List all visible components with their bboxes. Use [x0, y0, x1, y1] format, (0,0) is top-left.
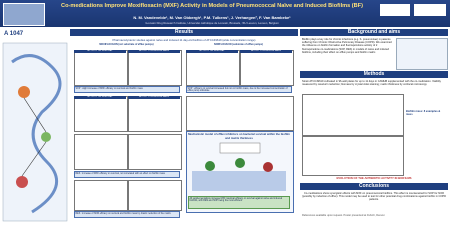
chart [74, 134, 128, 170]
panel-title: ACTIVITY ON SURVIVAL [186, 50, 238, 53]
pathway-diagram [2, 42, 68, 222]
references: References available upon request. Poste… [302, 214, 386, 217]
methods-figure [302, 136, 404, 176]
chart [128, 134, 182, 170]
right-label: NORFLOXACIN (substrate of efflux pumps) [213, 43, 263, 46]
header-logo [3, 3, 45, 26]
chart [74, 50, 128, 86]
model-note: All supplementations increase MXF maxima… [188, 196, 290, 209]
chart [74, 180, 128, 211]
methods-side-note: Biofilm mass: 8 examples & mass [406, 110, 441, 116]
diagram-frame [2, 42, 68, 222]
chart [74, 96, 128, 132]
membrane [11, 54, 62, 214]
note: SOP : efficacy on survival increased but… [186, 86, 292, 93]
background-text: Biofilm plays a key role for chronic inf… [302, 38, 392, 54]
arrow [21, 141, 47, 177]
poster: Co-medications Improve Moxifloxacin (MXF… [0, 0, 450, 222]
legend-box [219, 142, 261, 154]
matrix [192, 171, 286, 191]
title: Co-medications Improve Moxifloxacin (MXF… [61, 3, 363, 9]
methods-subheading: EVOLUTION OF THE ANTIBIOTIC ACTIVITY IN … [336, 176, 412, 180]
background-figure [396, 38, 448, 70]
panel-title: ACTIVITY ON BIOFILM MASS [128, 96, 180, 99]
methods-heading: Methods [300, 71, 448, 78]
note: RES : increase of MXF efficacy on surviv… [74, 171, 180, 178]
conclusions-text: Co-medications show synergistic effects … [302, 192, 446, 202]
header-band [0, 0, 450, 27]
cell [235, 158, 245, 168]
chart [128, 96, 182, 132]
conclusions-heading: Conclusions [300, 183, 448, 190]
methods-text: Strain ATCC49619 cultivated in 96-well p… [302, 80, 441, 87]
model-diagram [192, 142, 286, 191]
university-logo [414, 4, 446, 16]
results-intro: Pharmacodynamic studies against naïve an… [112, 38, 256, 42]
results-heading: Results [70, 29, 298, 36]
chart [186, 50, 240, 86]
pump [18, 86, 30, 98]
note: RES : increase of NOR efficacy on surviv… [74, 211, 180, 218]
chart [186, 96, 294, 131]
authors: N. M. Vandevelde¹, M. Van Obbergh¹, P.M.… [133, 15, 291, 20]
poster-code: A 1047 [4, 31, 24, 37]
cell [263, 162, 273, 172]
target [16, 176, 28, 188]
methods-figure [302, 94, 404, 136]
arrow [23, 97, 47, 133]
panel-title: ACTIVITY ON BIOFILM MASS [240, 50, 292, 53]
cell [205, 161, 215, 171]
chart [128, 50, 182, 86]
affiliation: ¹Louvain Drug Research Institute, Univer… [145, 21, 279, 25]
chart [128, 180, 182, 211]
model-title: Mechanistic model of efflux inhibitors o… [188, 132, 290, 140]
drug [41, 132, 51, 142]
background-heading: Background and aims [300, 29, 448, 36]
panel-title: ACTIVITY ON BIOFILM MASS [128, 50, 180, 53]
note: SOP : slight increase of MXF efficacy on… [74, 86, 180, 93]
left-label: MOXIFLOXACIN (not substrate of efflux pu… [99, 43, 154, 46]
panel-title: ACTIVITY ON SURVIVAL [74, 96, 126, 99]
chart [240, 50, 294, 86]
institute-logo [380, 4, 410, 16]
panel-title: ACTIVITY ON SURVIVAL [74, 50, 126, 53]
